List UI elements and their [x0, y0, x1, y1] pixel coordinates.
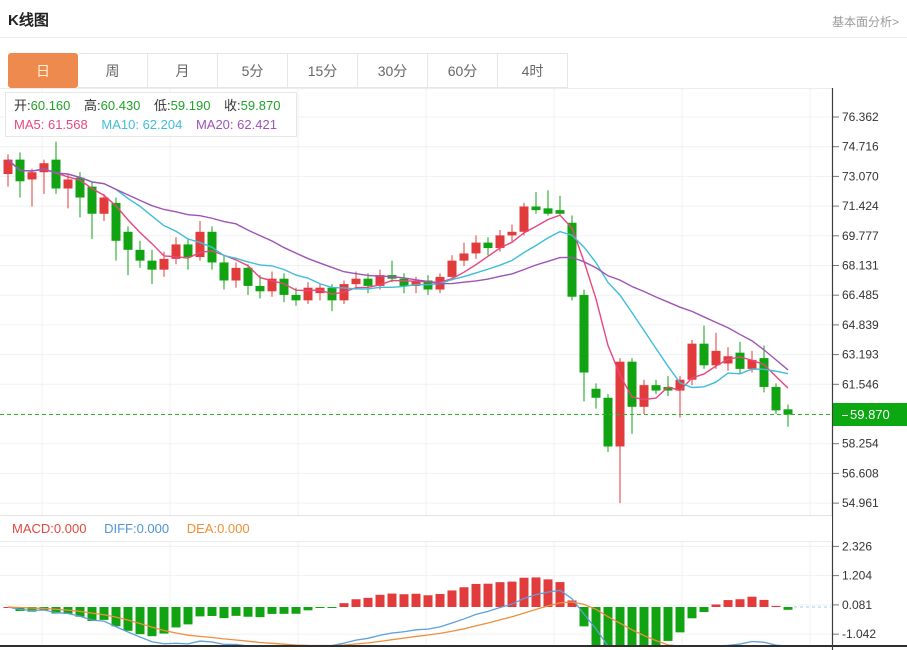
ma20-label: MA20:: [195, 117, 234, 132]
ma10-label: MA10:: [101, 117, 139, 132]
candles: [3, 141, 793, 504]
badge-value: 59.870: [850, 407, 890, 422]
tab-5min[interactable]: 5分: [218, 53, 288, 88]
current-price-badge: 59.870: [833, 403, 907, 426]
macd-value: 0.000: [53, 521, 87, 536]
badge-tick: [842, 415, 848, 417]
tab-month[interactable]: 月: [148, 53, 218, 88]
ma-lines: [7, 159, 789, 401]
tab-week[interactable]: 周: [78, 53, 148, 88]
dea-label: DEA:: [186, 521, 218, 536]
ma5-value: 61.568: [47, 117, 88, 132]
svg-text:61.546: 61.546: [842, 377, 879, 391]
header: K线图 基本面分析>: [0, 0, 907, 38]
ohlc-ma-legend: 开:60.160 高:60.430 低:59.190 收:59.870 MA5:…: [5, 92, 297, 137]
ma5-label: MA5:: [14, 117, 45, 132]
price-axis: 76.362 74.716 73.070 71.424 69.777 68.131 66.4…: [831, 88, 879, 650]
ma10-value: 62.204: [142, 117, 183, 132]
fundamental-analysis-link[interactable]: 基本面分析>: [831, 15, 899, 29]
close-value: 59.870: [240, 98, 281, 113]
svg-text:76.362: 76.362: [842, 110, 879, 124]
ma20-value: 62.421: [237, 117, 277, 132]
svg-text:68.131: 68.131: [842, 259, 879, 273]
chart-grid: [0, 88, 832, 647]
diff-label: DIFF:: [104, 521, 137, 536]
high-label: 高:: [84, 98, 101, 113]
svg-text:0.081: 0.081: [842, 598, 872, 612]
tab-60min[interactable]: 60分: [428, 53, 498, 88]
svg-text:64.839: 64.839: [842, 318, 879, 332]
ohlc-row: 开:60.160 高:60.430 低:59.190 收:59.870: [14, 96, 288, 115]
svg-text:58.254: 58.254: [842, 437, 879, 451]
low-value: 59.190: [170, 98, 211, 113]
tab-4hour[interactable]: 4时: [498, 53, 568, 88]
open-label: 开:: [14, 98, 31, 113]
macd-label: MACD:: [12, 521, 54, 536]
svg-text:66.485: 66.485: [842, 288, 879, 302]
low-label: 低:: [154, 98, 171, 113]
svg-text:54.961: 54.961: [842, 496, 879, 510]
svg-text:2.326: 2.326: [842, 539, 872, 553]
timeframe-tabs: 日 周 月 5分 15分 30分 60分 4时: [8, 53, 568, 88]
macd-legend: MACD:0.000 DIFF:0.000 DEA:0.000: [0, 516, 832, 542]
macd-pane: [0, 577, 907, 647]
svg-text:-1.042: -1.042: [842, 627, 876, 641]
svg-text:73.070: 73.070: [842, 169, 879, 183]
open-value: 60.160: [30, 98, 71, 113]
svg-text:1.204: 1.204: [842, 569, 872, 583]
page-title: K线图: [8, 12, 49, 29]
diff-value: 0.000: [136, 521, 170, 536]
ma-row: MA5: 61.568 MA10: 62.204 MA20: 62.421: [14, 115, 288, 134]
svg-text:71.424: 71.424: [842, 199, 879, 213]
svg-text:56.608: 56.608: [842, 466, 879, 480]
tab-day[interactable]: 日: [8, 53, 78, 88]
close-label: 收:: [224, 98, 241, 113]
tab-30min[interactable]: 30分: [358, 53, 428, 88]
svg-text:63.193: 63.193: [842, 348, 879, 362]
svg-text:74.716: 74.716: [842, 140, 879, 154]
high-value: 60.430: [100, 98, 141, 113]
dea-value: 0.000: [217, 521, 250, 536]
svg-text:69.777: 69.777: [842, 229, 879, 243]
tab-15min[interactable]: 15分: [288, 53, 358, 88]
